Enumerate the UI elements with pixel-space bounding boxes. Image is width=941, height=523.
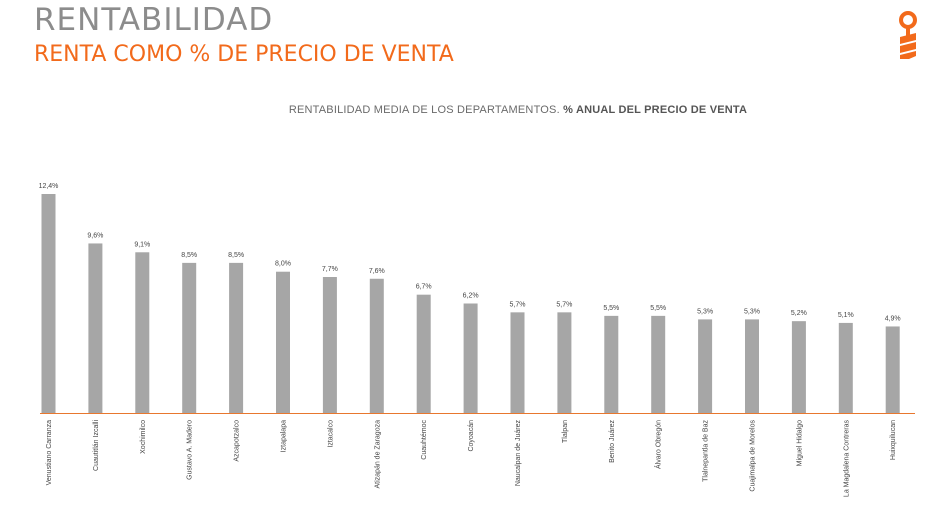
category-label-0: Venustiano Carranza bbox=[46, 420, 53, 485]
value-label-13: 5,5% bbox=[650, 305, 666, 312]
key-logo-icon bbox=[899, 11, 917, 59]
bar-1 bbox=[88, 243, 103, 413]
category-label-5: Iztapalapa bbox=[281, 420, 288, 452]
value-label-6: 7,7% bbox=[322, 266, 338, 273]
value-label-5: 8,0% bbox=[275, 261, 291, 268]
value-label-0: 12,4% bbox=[39, 183, 59, 190]
value-label-12: 5,5% bbox=[603, 305, 619, 312]
bar-11 bbox=[557, 312, 572, 413]
category-label-17: La Magdalena Contreras bbox=[843, 420, 850, 498]
bar-6 bbox=[322, 277, 337, 413]
bar-7 bbox=[369, 278, 384, 413]
value-label-2: 9,1% bbox=[134, 241, 150, 248]
bar-13 bbox=[651, 315, 666, 413]
category-label-13: Álvaro Obregón bbox=[654, 420, 663, 469]
value-label-8: 6,7% bbox=[416, 284, 432, 291]
category-label-7: Atizapán de Zaragoza bbox=[374, 420, 381, 489]
value-label-9: 6,2% bbox=[463, 293, 479, 300]
bar-5 bbox=[276, 271, 290, 413]
category-label-6: Iztacalco bbox=[327, 420, 334, 448]
value-label-16: 5,2% bbox=[791, 310, 807, 317]
value-label-7: 7,6% bbox=[369, 268, 385, 275]
category-label-14: Tlalnepantla de Baz bbox=[703, 420, 710, 482]
bar-10 bbox=[510, 312, 525, 413]
category-label-12: Benito Juárez bbox=[609, 420, 616, 463]
category-label-18: Huixquilucan bbox=[890, 420, 897, 460]
page-subtitle: RENTA COMO % DE PRECIO DE VENTA bbox=[34, 42, 454, 67]
bar-0 bbox=[41, 194, 56, 413]
category-label-11: Tlalpan bbox=[562, 420, 569, 443]
chart-title: RENTABILIDAD MEDIA DE LOS DEPARTAMENTOS.… bbox=[0, 104, 941, 116]
category-label-15: Cuajimalpa de Morelos bbox=[750, 420, 757, 492]
bar-14 bbox=[698, 319, 713, 413]
category-label-3: Gustavo A. Madero bbox=[187, 420, 194, 480]
category-label-10: Naucalpan de Juárez bbox=[515, 420, 522, 487]
bar-9 bbox=[463, 303, 478, 413]
category-label-2: Xochimilco bbox=[140, 420, 147, 454]
bar-3 bbox=[182, 262, 197, 413]
bar-16 bbox=[791, 321, 806, 413]
bar-15 bbox=[745, 319, 759, 413]
bar-17 bbox=[838, 322, 853, 413]
bar-12 bbox=[604, 315, 619, 413]
value-label-10: 5,7% bbox=[510, 301, 526, 308]
value-label-18: 4,9% bbox=[885, 315, 901, 322]
value-label-4: 8,5% bbox=[228, 252, 244, 259]
chart-title-prefix: RENTABILIDAD MEDIA DE LOS DEPARTAMENTOS. bbox=[288, 104, 564, 116]
page-title: RENTABILIDAD bbox=[34, 2, 274, 38]
value-label-17: 5,1% bbox=[838, 312, 854, 319]
bar-4 bbox=[229, 262, 244, 413]
category-label-9: Coyoacán bbox=[468, 420, 475, 452]
value-label-3: 8,5% bbox=[181, 252, 197, 259]
value-label-11: 5,7% bbox=[556, 301, 572, 308]
category-label-16: Miguel Hidalgo bbox=[796, 420, 803, 466]
bar-18 bbox=[885, 326, 900, 413]
chart-title-bold: % ANUAL DEL PRECIO DE VENTA bbox=[563, 104, 748, 116]
category-label-8: Cuauhtémoc bbox=[421, 420, 428, 460]
value-label-1: 9,6% bbox=[87, 232, 103, 239]
value-label-15: 5,3% bbox=[744, 308, 760, 315]
category-label-1: Cuautitlán Izcalli bbox=[93, 420, 100, 471]
bar-8 bbox=[416, 294, 431, 413]
category-label-4: Azcapotzalco bbox=[234, 420, 241, 462]
value-label-14: 5,3% bbox=[697, 308, 713, 315]
bar-2 bbox=[135, 252, 150, 413]
